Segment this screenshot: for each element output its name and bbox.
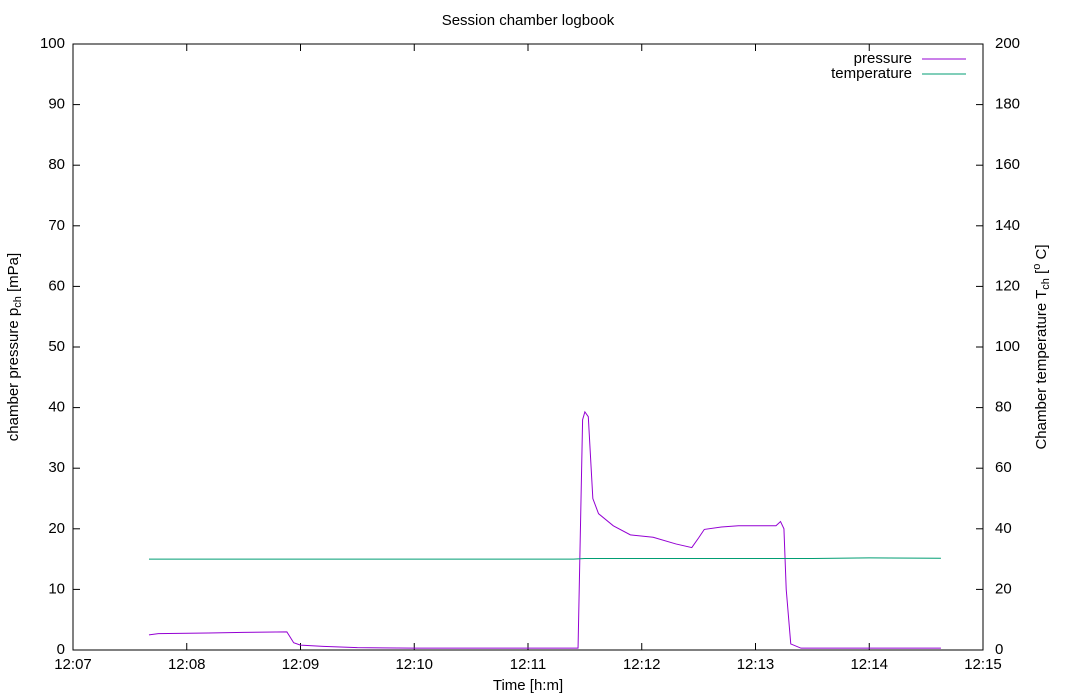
chart-title: Session chamber logbook: [442, 12, 615, 29]
y2-tick-label: 140: [995, 217, 1020, 234]
y-tick-label: 0: [57, 641, 65, 658]
y-axis-label: chamber pressure pch [mPa]: [5, 253, 24, 441]
y2-tick-label: 180: [995, 96, 1020, 113]
y2-axis-label: Chamber temperature Tch [o C]: [1031, 244, 1052, 449]
y-axis-label-subscript: ch: [12, 296, 24, 308]
y2-tick-label: 100: [995, 338, 1020, 355]
y-axis-label-text: chamber pressure p: [5, 308, 22, 441]
y2-tick-label: 120: [995, 277, 1020, 294]
y-tick-label: 40: [48, 399, 65, 416]
y2-axis-label-text: Chamber temperature T: [1033, 290, 1050, 450]
y-tick-label: 30: [48, 459, 65, 476]
x-tick-label: 12:13: [737, 656, 775, 673]
y2-tick-label: 60: [995, 459, 1012, 476]
y-tick-label: 20: [48, 520, 65, 537]
y2-axis-label-unit: [: [1033, 269, 1050, 278]
y2-tick-label: 80: [995, 399, 1012, 416]
y2-tick-label: 160: [995, 156, 1020, 173]
y2-axis-label-subscript: ch: [1040, 278, 1052, 290]
x-tick-label: 12:10: [395, 656, 433, 673]
x-tick-label: 12:08: [168, 656, 206, 673]
y2-tick-label: 0: [995, 641, 1003, 658]
x-tick-label: 12:12: [623, 656, 661, 673]
y-tick-label: 70: [48, 217, 65, 234]
y-tick-label: 60: [48, 277, 65, 294]
y-tick-label: 100: [40, 35, 65, 52]
x-tick-label: 12:09: [282, 656, 320, 673]
series-line: [148, 410, 941, 649]
series-line: [148, 557, 941, 560]
y2-axis-label-superscript: o: [1031, 264, 1043, 270]
legend-label: temperature: [831, 65, 912, 82]
y2-tick-label: 200: [995, 35, 1020, 52]
x-tick-label: 12:07: [54, 656, 92, 673]
y-tick-label: 90: [48, 96, 65, 113]
y-axis-label-unit: [mPa]: [5, 253, 22, 296]
y2-axis-label-unit-end: C]: [1033, 244, 1050, 263]
y-tick-label: 50: [48, 338, 65, 355]
x-axis-label: Time [h:m]: [493, 677, 563, 694]
y2-tick-label: 20: [995, 580, 1012, 597]
x-tick-label: 12:11: [510, 656, 546, 673]
y-tick-label: 80: [48, 156, 65, 173]
y-tick-label: 10: [48, 580, 65, 597]
x-tick-label: 12:15: [964, 656, 1002, 673]
y2-tick-label: 40: [995, 520, 1012, 537]
x-tick-label: 12:14: [850, 656, 888, 673]
legend-label: pressure: [854, 50, 912, 67]
